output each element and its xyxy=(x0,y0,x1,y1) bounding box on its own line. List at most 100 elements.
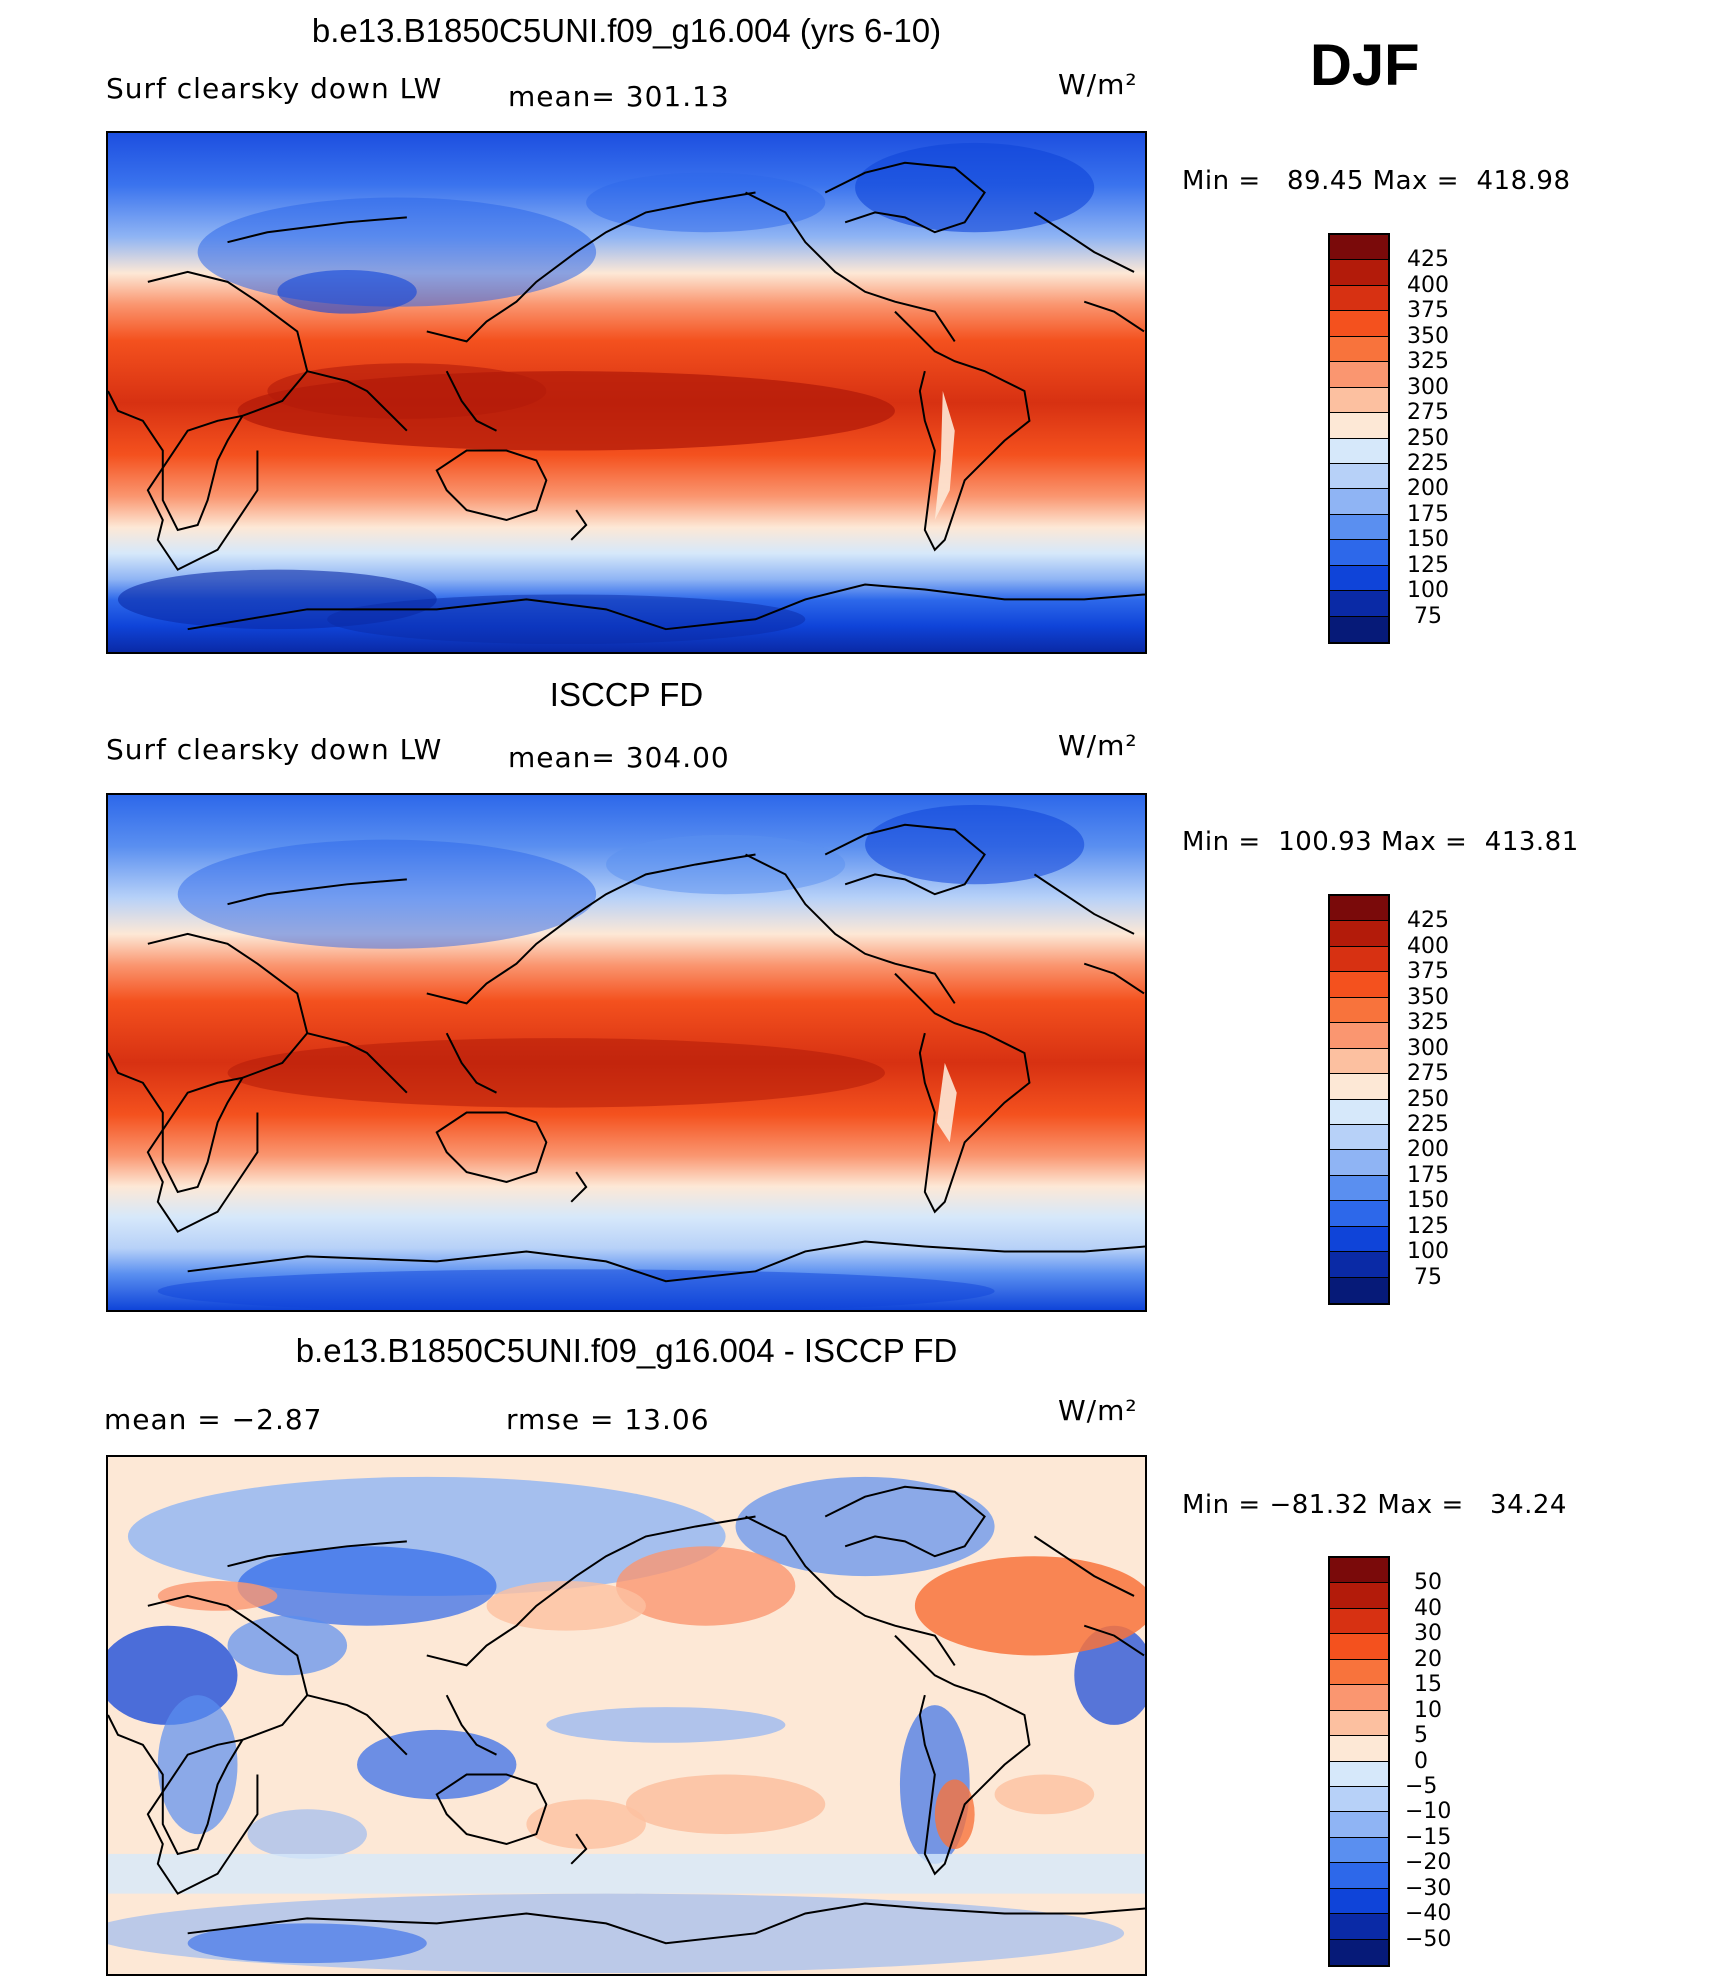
colorbar-swatch xyxy=(1330,438,1388,464)
colorbar-tick-label: 75 xyxy=(1414,603,1442,629)
colorbar-tick-label: 400 xyxy=(1407,272,1449,298)
colorbar-tick-label: 40 xyxy=(1414,1595,1442,1621)
panel1-variable-label: Surf clearsky down LW xyxy=(106,72,443,105)
colorbar-tick-label: 100 xyxy=(1407,578,1449,604)
panel2-minmax: Min = 100.93 Max = 413.81 xyxy=(1182,827,1579,857)
colorbar-swatch xyxy=(1330,540,1388,566)
panel3-rmse-label: rmse = 13.06 xyxy=(506,1403,710,1436)
colorbar-tick-label: 300 xyxy=(1407,1035,1449,1061)
panel1-title: b.e13.B1850C5UNI.f09_g16.004 (yrs 6-10) xyxy=(311,12,942,49)
colorbar-swatch xyxy=(1330,1048,1388,1075)
colorbar-tick-label: 75 xyxy=(1414,1264,1442,1290)
colorbar-swatch xyxy=(1330,235,1388,261)
colorbar-swatch xyxy=(1330,1099,1388,1125)
colorbar-swatch xyxy=(1330,1226,1388,1253)
colorbar-swatch xyxy=(1330,972,1388,998)
panel2-units-label: W/m² xyxy=(1058,729,1138,762)
colorbar-swatch xyxy=(1330,616,1388,642)
colorbar-swatch xyxy=(1330,1150,1388,1176)
panel3-mean-label: mean = −2.87 xyxy=(104,1403,323,1436)
panel1-minmax: Min = 89.45 Max = 418.98 xyxy=(1182,166,1571,196)
panel3-title: b.e13.B1850C5UNI.f09_g16.004 - ISCCP FD xyxy=(295,1332,958,1369)
colorbar-swatch xyxy=(1330,1786,1388,1813)
colorbar-swatch xyxy=(1330,591,1388,617)
colorbar-tick-label: 400 xyxy=(1407,933,1449,959)
colorbar-tick-label: 150 xyxy=(1407,527,1449,553)
colorbar-swatch xyxy=(1330,1812,1388,1838)
colorbar-tick-label: 375 xyxy=(1407,959,1449,985)
colorbar-tick-label: 20 xyxy=(1414,1646,1442,1672)
colorbar-tick-label: 250 xyxy=(1407,1086,1449,1112)
panel2-variable-label: Surf clearsky down LW xyxy=(106,733,443,766)
colorbar-tick-label: 5 xyxy=(1414,1723,1428,1749)
colorbar-tick-label: 125 xyxy=(1407,552,1449,578)
colorbar-swatch xyxy=(1330,362,1388,388)
colorbar-tick-label: 225 xyxy=(1407,450,1449,476)
colorbar-tick-label: 325 xyxy=(1407,349,1449,375)
colorbar-swatch xyxy=(1330,311,1388,337)
colorbar-tick-label: −15 xyxy=(1405,1824,1452,1850)
colorbar-swatch xyxy=(1330,1685,1388,1711)
colorbar-swatch xyxy=(1330,1837,1388,1864)
colorbar-tick-label: 275 xyxy=(1407,400,1449,426)
panel2-colorbar xyxy=(1328,894,1390,1305)
colorbar-tick-label: 15 xyxy=(1414,1672,1442,1698)
colorbar-swatch xyxy=(1330,1074,1388,1100)
panel3-map xyxy=(106,1455,1147,1976)
colorbar-swatch xyxy=(1330,1023,1388,1049)
season-label: DJF xyxy=(1310,33,1420,98)
colorbar-tick-label: −10 xyxy=(1405,1799,1452,1825)
colorbar-tick-label: 30 xyxy=(1414,1621,1442,1647)
colorbar-tick-label: 150 xyxy=(1407,1188,1449,1214)
colorbar-tick-label: 100 xyxy=(1407,1239,1449,1265)
colorbar-tick-label: 10 xyxy=(1414,1697,1442,1723)
colorbar-swatch xyxy=(1330,463,1388,490)
colorbar-tick-label: −50 xyxy=(1405,1926,1452,1952)
colorbar-tick-label: 200 xyxy=(1407,1137,1449,1163)
colorbar-swatch xyxy=(1330,489,1388,515)
colorbar-swatch xyxy=(1330,1710,1388,1737)
panel2-mean-label: mean= 304.00 xyxy=(508,741,730,774)
colorbar-tick-label: 300 xyxy=(1407,374,1449,400)
panel2-map xyxy=(106,793,1147,1312)
colorbar-tick-label: −5 xyxy=(1405,1773,1438,1799)
colorbar-swatch xyxy=(1330,946,1388,973)
colorbar-swatch xyxy=(1330,260,1388,286)
panel3-units-label: W/m² xyxy=(1058,1394,1138,1427)
colorbar-swatch xyxy=(1330,1659,1388,1686)
panel1-colorbar xyxy=(1328,233,1390,644)
colorbar-swatch xyxy=(1330,387,1388,414)
colorbar-tick-label: 350 xyxy=(1407,323,1449,349)
colorbar-tick-label: 425 xyxy=(1407,908,1449,934)
panel3-colorbar xyxy=(1328,1556,1390,1967)
colorbar-swatch xyxy=(1330,1124,1388,1151)
colorbar-tick-label: 175 xyxy=(1407,501,1449,527)
colorbar-swatch xyxy=(1330,896,1388,922)
colorbar-swatch xyxy=(1330,1888,1388,1915)
colorbar-swatch xyxy=(1330,921,1388,947)
colorbar-tick-label: 175 xyxy=(1407,1162,1449,1188)
colorbar-tick-label: 0 xyxy=(1414,1748,1428,1774)
colorbar-swatch xyxy=(1330,1761,1388,1787)
colorbar-swatch xyxy=(1330,1583,1388,1609)
colorbar-tick-label: 50 xyxy=(1414,1570,1442,1596)
colorbar-swatch xyxy=(1330,413,1388,439)
colorbar-tick-label: 350 xyxy=(1407,984,1449,1010)
colorbar-tick-label: 250 xyxy=(1407,425,1449,451)
colorbar-tick-label: −40 xyxy=(1405,1901,1452,1927)
colorbar-swatch xyxy=(1330,1252,1388,1278)
colorbar-swatch xyxy=(1330,1277,1388,1303)
colorbar-swatch xyxy=(1330,1914,1388,1940)
panel1-units-label: W/m² xyxy=(1058,68,1138,101)
colorbar-swatch xyxy=(1330,1175,1388,1202)
colorbar-swatch xyxy=(1330,1634,1388,1660)
colorbar-tick-label: −30 xyxy=(1405,1875,1452,1901)
colorbar-swatch xyxy=(1330,336,1388,363)
colorbar-swatch xyxy=(1330,1939,1388,1965)
colorbar-swatch xyxy=(1330,1608,1388,1635)
colorbar-tick-label: 225 xyxy=(1407,1111,1449,1137)
colorbar-tick-label: 425 xyxy=(1407,247,1449,273)
panel3-minmax: Min = −81.32 Max = 34.24 xyxy=(1182,1490,1567,1520)
panel2-title: ISCCP FD xyxy=(549,676,704,713)
colorbar-swatch xyxy=(1330,514,1388,541)
